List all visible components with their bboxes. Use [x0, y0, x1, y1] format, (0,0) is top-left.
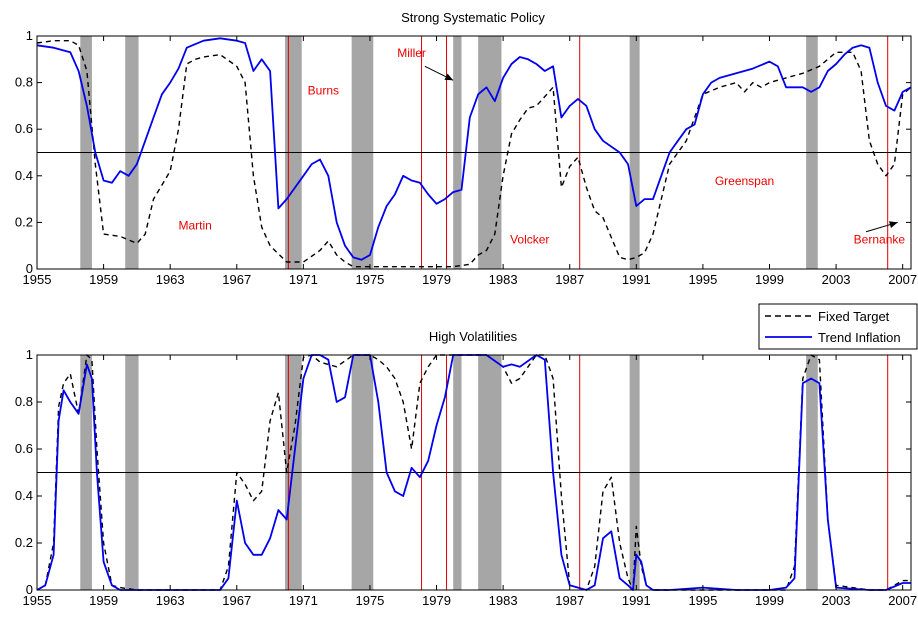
top-x-tick-label-10: 1995 — [688, 272, 717, 287]
bottom-x-tick-label-12: 2003 — [822, 593, 851, 608]
top-x-tick-label-9: 1991 — [622, 272, 651, 287]
bottom-y-tick-label-2: 0.4 — [15, 488, 33, 503]
bottom-x-tick-label-4: 1971 — [289, 593, 318, 608]
top-x-tick-label-7: 1983 — [489, 272, 518, 287]
top-panel-title: Strong Systematic Policy — [401, 10, 545, 25]
top-y-tick-label-2: 0.4 — [15, 168, 33, 183]
top-annotation-bernanke: Bernanke — [854, 232, 906, 246]
legend: Fixed Target Trend Inflation — [758, 303, 918, 350]
bottom-x-tick-label-7: 1983 — [489, 593, 518, 608]
bottom-y-tick-label-5: 1 — [26, 347, 33, 362]
bottom-x-tick-label-6: 1979 — [422, 593, 451, 608]
top-x-tick-label-3: 1967 — [222, 272, 251, 287]
top-x-tick-label-5: 1975 — [355, 272, 384, 287]
top-x-tick-label-6: 1979 — [422, 272, 451, 287]
bottom-panel-title: High Volatilities — [429, 329, 518, 344]
bottom-x-tick-label-1: 1959 — [89, 593, 118, 608]
top-annotation-greenspan: Greenspan — [715, 174, 774, 188]
bottom-y-tick-label-3: 0.6 — [15, 441, 33, 456]
top-annotation-miller: Miller — [397, 46, 426, 60]
top-y-tick-label-1: 0.2 — [15, 214, 33, 229]
bottom-x-tick-label-3: 1967 — [222, 593, 251, 608]
bottom-y-tick-label-0: 0 — [26, 582, 33, 597]
top-panel: 1955 1959 1963 1967 1971 1975 1979 1983 1987 1991… — [15, 28, 917, 287]
bottom-x-tick-label-10: 1995 — [688, 593, 717, 608]
bottom-x-tick-label-2: 1963 — [156, 593, 185, 608]
bottom-x-tick-label-13: 2007 — [888, 593, 917, 608]
top-x-tick-label-12: 2003 — [822, 272, 851, 287]
top-annotation-volcker: Volcker — [510, 232, 549, 246]
top-x-tick-label-11: 1999 — [755, 272, 784, 287]
top-y-tick-label-0: 0 — [26, 261, 33, 276]
top-x-tick-label-4: 1971 — [289, 272, 318, 287]
top-series-trend-inflation — [36, 37, 912, 261]
top-x-tick-label-8: 1987 — [555, 272, 584, 287]
bottom-panel: 1955 1959 1963 1967 1971 1975 1979 1983 1987 1991… — [15, 347, 917, 608]
bottom-y-tick-label-4: 0.8 — [15, 394, 33, 409]
legend-box — [758, 303, 918, 350]
bottom-x-tick-label-0: 1955 — [23, 593, 52, 608]
top-x-tick-label-13: 2007 — [888, 272, 917, 287]
bottom-x-tick-label-11: 1999 — [755, 593, 784, 608]
top-plot-frame — [36, 35, 912, 270]
bottom-x-tick-label-9: 1991 — [622, 593, 651, 608]
top-y-tick-label-4: 0.8 — [15, 75, 33, 90]
top-series-fixed-target — [36, 40, 912, 268]
top-arrow-head-1 — [889, 221, 898, 229]
top-y-tick-label-3: 0.6 — [15, 121, 33, 136]
top-x-tick-label-2: 1963 — [156, 272, 185, 287]
top-annotation-burns: Burns — [308, 83, 339, 97]
bottom-x-tick-label-5: 1975 — [355, 593, 384, 608]
bottom-x-tick-label-8: 1987 — [555, 593, 584, 608]
bottom-plot-frame — [36, 354, 912, 591]
legend-trend-inflation-label: Trend Inflation — [818, 330, 901, 345]
top-annotation-martin: Martin — [178, 218, 211, 232]
top-x-tick-label-1: 1959 — [89, 272, 118, 287]
top-arrow-head-0 — [444, 73, 454, 81]
legend-fixed-target-label: Fixed Target — [818, 309, 890, 324]
top-x-tick-label-0: 1955 — [23, 272, 52, 287]
bottom-y-tick-label-1: 0.2 — [15, 535, 33, 550]
top-y-tick-label-5: 1 — [26, 28, 33, 43]
